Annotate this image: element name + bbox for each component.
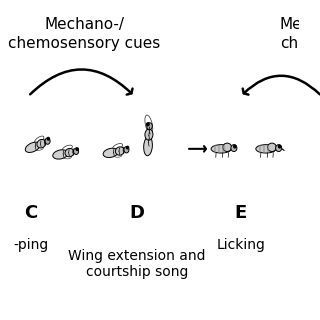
Ellipse shape bbox=[116, 147, 124, 155]
Text: Licking: Licking bbox=[216, 238, 265, 252]
Bar bbox=[262, 145, 264, 152]
Ellipse shape bbox=[144, 137, 152, 156]
Text: C: C bbox=[24, 204, 37, 221]
Ellipse shape bbox=[113, 153, 122, 157]
Ellipse shape bbox=[103, 148, 118, 157]
Ellipse shape bbox=[25, 142, 40, 152]
Ellipse shape bbox=[76, 148, 78, 150]
Ellipse shape bbox=[35, 146, 43, 150]
Ellipse shape bbox=[145, 129, 153, 140]
Bar bbox=[222, 145, 223, 152]
Ellipse shape bbox=[234, 145, 236, 148]
Ellipse shape bbox=[65, 148, 74, 157]
Ellipse shape bbox=[113, 144, 123, 150]
Ellipse shape bbox=[147, 123, 152, 130]
Text: D: D bbox=[130, 204, 145, 221]
Ellipse shape bbox=[53, 150, 68, 159]
Ellipse shape bbox=[231, 145, 237, 152]
Ellipse shape bbox=[219, 145, 232, 149]
Bar bbox=[218, 145, 220, 152]
Ellipse shape bbox=[223, 143, 232, 152]
Ellipse shape bbox=[146, 138, 152, 151]
Ellipse shape bbox=[63, 155, 71, 159]
Ellipse shape bbox=[147, 123, 149, 126]
Bar bbox=[259, 145, 260, 152]
Ellipse shape bbox=[256, 145, 276, 153]
Bar bbox=[214, 145, 215, 152]
Ellipse shape bbox=[35, 136, 44, 144]
Ellipse shape bbox=[74, 148, 79, 155]
Ellipse shape bbox=[124, 147, 129, 153]
Ellipse shape bbox=[37, 140, 46, 148]
Ellipse shape bbox=[145, 115, 153, 134]
Text: -ping: -ping bbox=[13, 238, 49, 252]
Ellipse shape bbox=[264, 145, 276, 149]
Ellipse shape bbox=[276, 145, 282, 152]
Ellipse shape bbox=[47, 138, 50, 140]
Text: Wing extension and
courtship song: Wing extension and courtship song bbox=[68, 249, 206, 279]
Ellipse shape bbox=[126, 146, 129, 149]
Bar bbox=[267, 145, 268, 152]
Ellipse shape bbox=[62, 145, 72, 151]
Ellipse shape bbox=[45, 138, 50, 144]
Text: Me-
chemos-: Me- chemos- bbox=[280, 17, 320, 51]
Ellipse shape bbox=[211, 145, 231, 153]
Ellipse shape bbox=[268, 143, 276, 152]
Text: Mechano-/
chemosensory cues: Mechano-/ chemosensory cues bbox=[8, 17, 160, 51]
Text: E: E bbox=[235, 204, 247, 221]
Ellipse shape bbox=[278, 145, 281, 148]
